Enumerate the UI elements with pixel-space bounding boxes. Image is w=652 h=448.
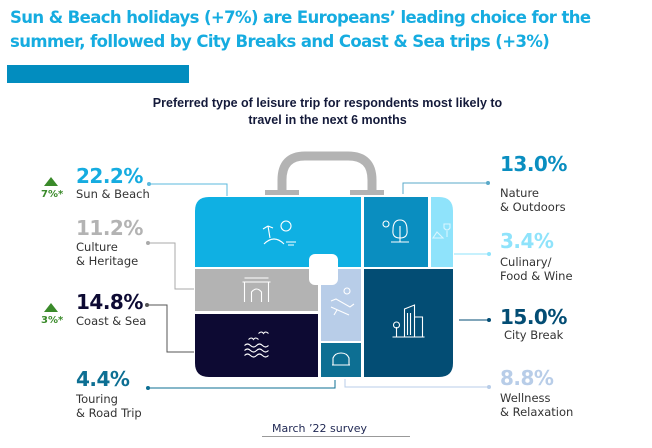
connector-line [148,380,336,389]
connector-line [344,379,489,388]
connector-dot [487,252,491,256]
block-wellness-relaxation [321,269,361,341]
waves-icon [244,331,269,358]
category-label: City Break [504,328,564,342]
category-label: Wellness & Relaxation [500,391,574,419]
value-label: 4.4% [76,367,130,391]
block-sun-beach [195,197,361,267]
handle-foot-left [265,190,299,195]
category-label: Coast & Sea [76,314,147,328]
arch-icon [242,277,271,302]
beach-icon [262,220,296,246]
connector-dot [487,318,491,322]
connector-line [402,182,488,194]
category-label: Nature & Outdoors [500,186,566,214]
accent-bar [7,65,189,83]
connector-line [148,242,194,290]
connector-line [147,304,194,353]
city-icon [392,304,425,338]
car-icon [332,352,350,366]
block-city-break [364,269,453,377]
change-label: 3%* [41,315,64,326]
block-nature-outdoors [364,197,428,267]
headline: Sun & Beach holidays (+7%) are Europeans… [10,8,591,51]
change-label: 7%* [41,189,64,200]
connector-dot [146,386,150,390]
category-label: Sun & Beach [76,187,150,201]
connector-dot [145,303,149,307]
value-label: 8.8% [500,366,554,390]
category-label: Culture & Heritage [76,240,139,268]
connector-line [149,183,228,196]
tree-icon [382,219,409,243]
block-touring-road-trip [321,343,361,377]
handle-foot-right [350,190,384,195]
connector-dot [487,385,491,389]
wine-icon [431,223,451,239]
block-culinary-food-wine [431,197,453,267]
value-label: 11.2% [76,216,143,240]
value-label: 14.8% [76,290,143,314]
connector-dot [147,182,151,186]
block-culture-heritage [195,269,318,311]
category-label: Touring & Road Trip [76,392,142,420]
connector-dot [486,181,490,185]
survey-footer: March ’22 survey [262,421,410,437]
suitcase-handle [277,151,377,194]
category-label: Culinary/ Food & Wine [500,255,573,283]
increase-arrow-icon [44,303,58,312]
value-label: 13.0% [500,152,567,176]
value-label: 15.0% [500,305,567,329]
suitcase-clasp [309,254,338,285]
chart-subtitle: Preferred type of leisure trip for respo… [152,96,503,127]
value-label: 3.4% [500,229,554,253]
connector-dot [146,241,150,245]
lounger-icon [330,287,355,316]
increase-arrow-icon [44,177,58,186]
value-label: 22.2% [76,164,143,188]
